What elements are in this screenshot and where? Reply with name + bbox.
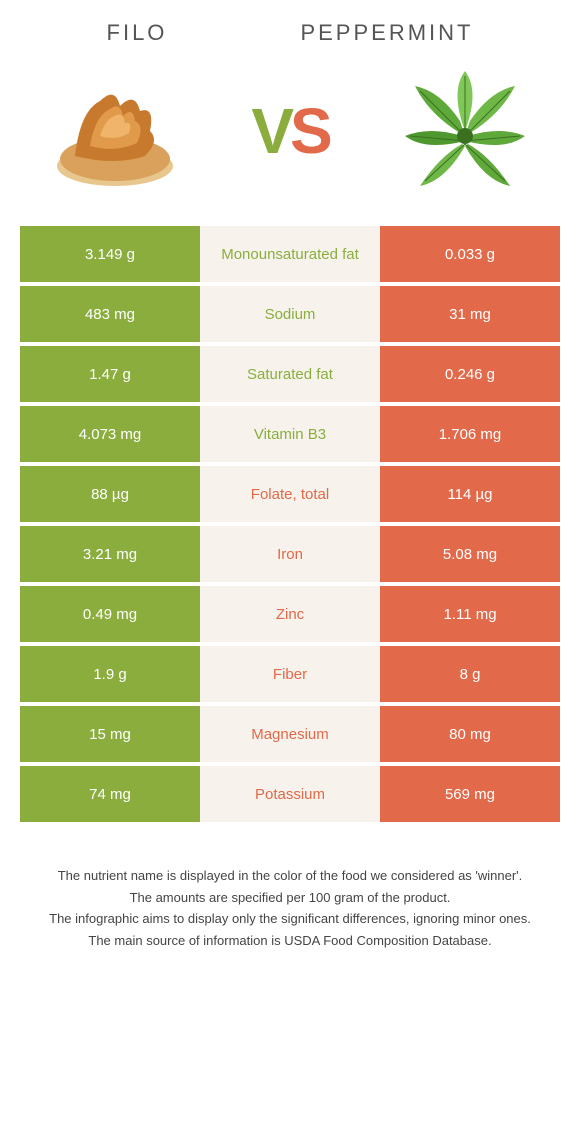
right-value: 5.08 mg (380, 526, 560, 582)
right-value: 569 mg (380, 766, 560, 822)
right-value: 31 mg (380, 286, 560, 342)
vs-s: S (290, 95, 329, 167)
left-value: 74 mg (20, 766, 200, 822)
left-value: 1.47 g (20, 346, 200, 402)
footer-notes: The nutrient name is displayed in the co… (0, 826, 580, 972)
vs-v: V (251, 95, 290, 167)
right-value: 0.246 g (380, 346, 560, 402)
peppermint-image (390, 66, 540, 196)
table-row: 483 mgSodium31 mg (20, 286, 560, 342)
vs-label: VS (251, 94, 328, 168)
left-value: 88 µg (20, 466, 200, 522)
header: Filo Peppermint (0, 0, 580, 56)
footer-line-1: The nutrient name is displayed in the co… (30, 866, 550, 886)
mint-icon (390, 66, 540, 196)
table-row: 15 mgMagnesium80 mg (20, 706, 560, 762)
filo-image (40, 66, 190, 196)
comparison-table: 3.149 gMonounsaturated fat0.033 g483 mgS… (0, 226, 580, 822)
left-food-title: Filo (107, 20, 168, 46)
right-value: 80 mg (380, 706, 560, 762)
table-row: 88 µgFolate, total114 µg (20, 466, 560, 522)
footer-line-3: The infographic aims to display only the… (30, 909, 550, 929)
footer-line-4: The main source of information is USDA F… (30, 931, 550, 951)
nutrient-label: Vitamin B3 (200, 406, 380, 462)
right-value: 0.033 g (380, 226, 560, 282)
nutrient-label: Potassium (200, 766, 380, 822)
table-row: 1.47 gSaturated fat0.246 g (20, 346, 560, 402)
table-row: 3.149 gMonounsaturated fat0.033 g (20, 226, 560, 282)
left-value: 15 mg (20, 706, 200, 762)
images-row: VS (0, 56, 580, 226)
table-row: 74 mgPotassium569 mg (20, 766, 560, 822)
table-row: 1.9 gFiber8 g (20, 646, 560, 702)
table-row: 0.49 mgZinc1.11 mg (20, 586, 560, 642)
filo-icon (45, 71, 185, 191)
nutrient-label: Zinc (200, 586, 380, 642)
nutrient-label: Iron (200, 526, 380, 582)
left-value: 483 mg (20, 286, 200, 342)
nutrient-label: Sodium (200, 286, 380, 342)
nutrient-label: Saturated fat (200, 346, 380, 402)
footer-line-2: The amounts are specified per 100 gram o… (30, 888, 550, 908)
right-value: 1.11 mg (380, 586, 560, 642)
right-value: 1.706 mg (380, 406, 560, 462)
left-value: 4.073 mg (20, 406, 200, 462)
nutrient-label: Monounsaturated fat (200, 226, 380, 282)
right-food-title: Peppermint (300, 20, 473, 46)
table-row: 4.073 mgVitamin B31.706 mg (20, 406, 560, 462)
left-value: 3.21 mg (20, 526, 200, 582)
left-value: 1.9 g (20, 646, 200, 702)
left-value: 3.149 g (20, 226, 200, 282)
right-value: 8 g (380, 646, 560, 702)
nutrient-label: Fiber (200, 646, 380, 702)
table-row: 3.21 mgIron5.08 mg (20, 526, 560, 582)
right-value: 114 µg (380, 466, 560, 522)
nutrient-label: Magnesium (200, 706, 380, 762)
left-value: 0.49 mg (20, 586, 200, 642)
nutrient-label: Folate, total (200, 466, 380, 522)
